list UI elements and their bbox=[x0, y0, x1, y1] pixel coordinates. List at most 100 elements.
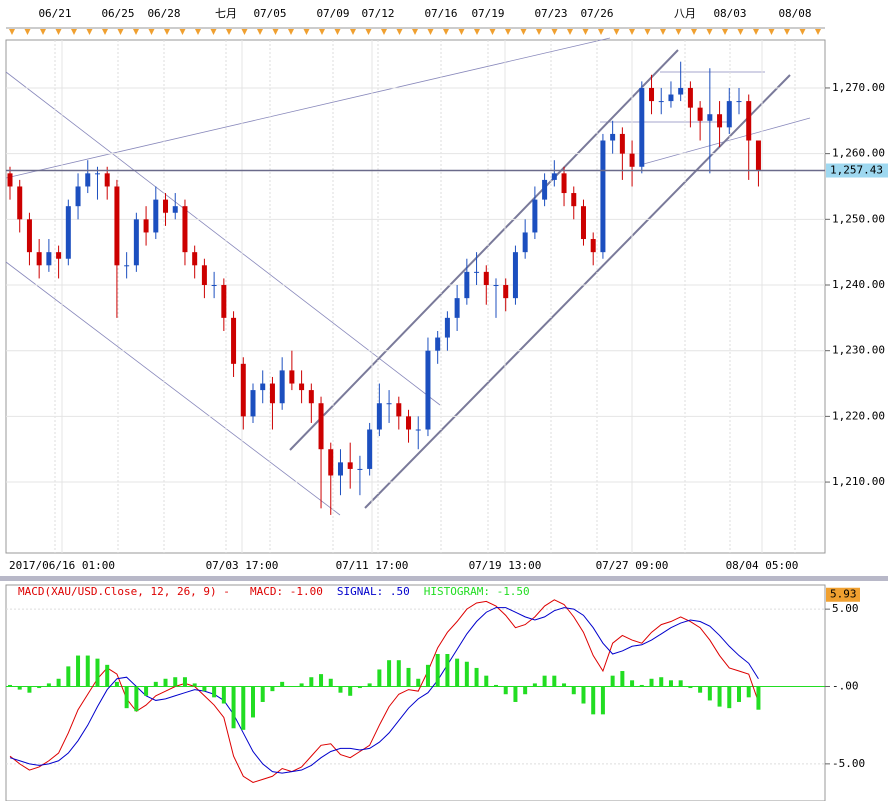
top-tick bbox=[629, 29, 635, 35]
histogram-bar bbox=[445, 654, 450, 687]
candle-body bbox=[124, 265, 130, 267]
candle-body bbox=[7, 173, 13, 187]
candle-body bbox=[46, 252, 52, 266]
top-tick bbox=[210, 29, 217, 35]
legend-entry: HISTOGRAM: -1.50 bbox=[424, 585, 530, 598]
candle-body bbox=[503, 285, 509, 299]
top-tick bbox=[815, 29, 821, 35]
histogram-bar bbox=[319, 674, 324, 687]
histogram-bar bbox=[251, 686, 255, 718]
top-tick bbox=[24, 29, 31, 35]
candle-body bbox=[571, 193, 577, 207]
candle-body bbox=[36, 252, 42, 266]
top-tick bbox=[319, 29, 325, 35]
top-tick bbox=[117, 29, 124, 35]
candle-body bbox=[532, 199, 538, 233]
legend-entry: MACD: -1.00 bbox=[250, 585, 323, 598]
histogram-bar bbox=[600, 686, 605, 715]
bottom-date-label: 07/19 13:00 bbox=[469, 559, 542, 572]
y-tick-label: 1,270.00 bbox=[832, 81, 885, 94]
top-marker-box bbox=[826, 587, 860, 602]
candle-body bbox=[269, 383, 275, 404]
candle-body bbox=[192, 252, 198, 266]
histogram-bar bbox=[717, 686, 722, 707]
top-date-label: 07/09 bbox=[316, 7, 349, 20]
histogram-bar bbox=[435, 654, 440, 687]
top-tick bbox=[55, 29, 62, 35]
channel-line bbox=[289, 49, 679, 451]
candle-body bbox=[493, 285, 499, 287]
histogram-bar bbox=[610, 675, 615, 687]
candle-body bbox=[17, 186, 23, 220]
top-tick bbox=[272, 29, 279, 35]
candle-body bbox=[308, 390, 314, 404]
channel-lines bbox=[289, 49, 791, 509]
histogram-bar bbox=[464, 661, 469, 687]
candle-body bbox=[211, 285, 217, 287]
candle-body bbox=[104, 173, 110, 187]
histogram-bar bbox=[659, 677, 664, 687]
top-tick bbox=[148, 29, 155, 35]
top-tick bbox=[71, 29, 77, 35]
histogram-bar bbox=[425, 664, 430, 687]
candle-body bbox=[172, 206, 178, 213]
top-tick bbox=[288, 29, 294, 35]
macd-plot bbox=[5, 584, 826, 801]
top-tick bbox=[443, 29, 449, 35]
histogram-bar bbox=[727, 686, 732, 709]
candle-body bbox=[639, 87, 645, 167]
histogram-bar bbox=[542, 675, 547, 687]
candle-body bbox=[522, 232, 528, 253]
histogram-bar bbox=[581, 686, 586, 704]
candle-body bbox=[26, 219, 32, 253]
y-tick-label: 1,220.00 bbox=[832, 409, 885, 422]
bottom-date-label: 07/03 17:00 bbox=[206, 559, 279, 572]
top-tick bbox=[722, 29, 728, 35]
bottom-date-label: 2017/06/16 01:00 bbox=[9, 559, 115, 572]
top-date-label: 07/05 bbox=[253, 7, 286, 20]
candle-body bbox=[75, 186, 81, 207]
histogram-bar bbox=[260, 686, 265, 702]
histogram-bar bbox=[182, 677, 187, 687]
top-tick bbox=[458, 29, 465, 35]
histogram-bar bbox=[484, 675, 489, 687]
histogram-bar bbox=[212, 686, 217, 698]
top-date-label: 07/23 bbox=[534, 7, 567, 20]
top-tick bbox=[737, 29, 744, 35]
histogram-bar bbox=[124, 686, 129, 709]
candle-body bbox=[337, 462, 343, 476]
candle-body bbox=[250, 390, 256, 417]
candle-body bbox=[629, 153, 635, 167]
top-date-label: 06/21 bbox=[38, 7, 71, 20]
candle-body bbox=[435, 337, 441, 351]
histogram-bar bbox=[46, 683, 51, 687]
histogram-bar bbox=[571, 686, 576, 695]
candle-body bbox=[367, 429, 373, 469]
channel-line bbox=[364, 74, 791, 509]
candle-body bbox=[736, 101, 742, 103]
top-tick bbox=[226, 29, 232, 35]
y-tick-label: 5.00 bbox=[832, 602, 859, 615]
histogram-bar bbox=[367, 683, 372, 687]
histogram-bar bbox=[280, 681, 285, 687]
histogram-bar bbox=[163, 678, 168, 687]
candle-body bbox=[153, 199, 159, 233]
candle-body bbox=[658, 101, 664, 103]
candle-body bbox=[425, 350, 431, 430]
candle-body bbox=[65, 206, 71, 259]
candle-body bbox=[143, 219, 149, 233]
candle-body bbox=[357, 468, 363, 470]
candle-body bbox=[279, 370, 285, 404]
top-tick bbox=[520, 29, 527, 35]
macd-line bbox=[9, 607, 759, 774]
current-price-box bbox=[826, 163, 888, 178]
top-tick bbox=[241, 29, 248, 35]
candle-body bbox=[299, 383, 305, 391]
top-date-label: 08/03 bbox=[713, 7, 746, 20]
candle-body bbox=[474, 271, 480, 273]
y-tick-label: 1,210.00 bbox=[832, 475, 885, 488]
top-tick bbox=[768, 29, 775, 35]
histogram-bar bbox=[688, 686, 693, 689]
top-tick bbox=[257, 29, 263, 35]
histogram-bar bbox=[387, 660, 392, 687]
